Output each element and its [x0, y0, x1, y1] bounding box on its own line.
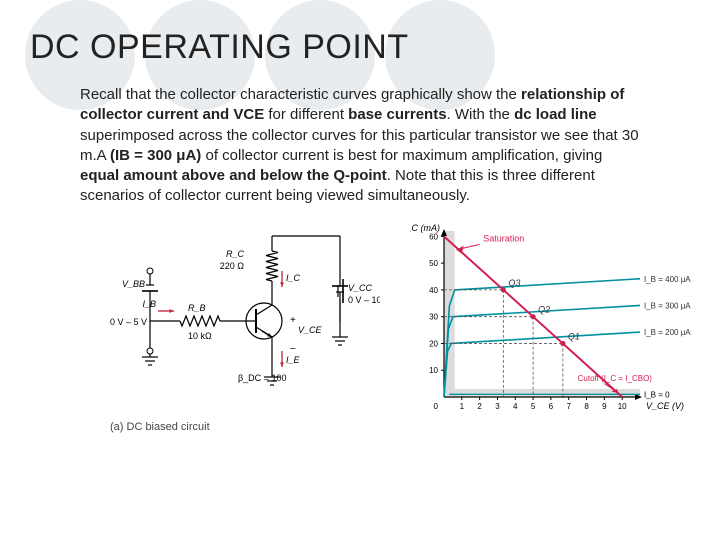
text-bold: base currents	[348, 106, 446, 123]
svg-text:9: 9	[602, 402, 607, 411]
text-seg: Recall that the collector characteristic…	[80, 86, 521, 103]
svg-text:I_B: I_B	[142, 299, 156, 309]
text-bold: dc load line	[514, 106, 597, 123]
svg-text:I_C (mA): I_C (mA)	[410, 223, 440, 233]
svg-text:10: 10	[429, 366, 438, 375]
svg-text:R_B: R_B	[188, 303, 206, 313]
svg-text:2: 2	[477, 402, 482, 411]
svg-text:220 Ω: 220 Ω	[220, 261, 245, 271]
svg-text:β_DC = 100: β_DC = 100	[238, 373, 286, 383]
text-seg: . With the	[447, 106, 515, 123]
svg-text:5: 5	[531, 402, 536, 411]
circuit-caption: (a) DC biased circuit	[110, 421, 210, 433]
text-bold: (IB = 300 μA)	[110, 147, 201, 164]
svg-text:8: 8	[584, 402, 589, 411]
svg-text:20: 20	[429, 339, 438, 348]
svg-text:Q1: Q1	[568, 331, 580, 341]
svg-text:V_CE: V_CE	[298, 325, 323, 335]
svg-text:7: 7	[567, 402, 572, 411]
text-seg: for different	[264, 106, 348, 123]
svg-text:I_E: I_E	[286, 355, 301, 365]
load-line-chart: 1 2 3 4 5 6 7 8 9 10 10 20 30 40 50 60 0 I_C (mA) V_CE (V)…	[410, 221, 710, 421]
svg-text:10: 10	[618, 402, 627, 411]
text-bold: equal amount above and below the Q-point	[80, 167, 387, 184]
svg-text:V_CE (V): V_CE (V)	[646, 401, 684, 411]
svg-text:3: 3	[495, 402, 500, 411]
svg-text:0: 0	[434, 402, 439, 411]
svg-text:Q2: Q2	[538, 304, 550, 314]
svg-text:60: 60	[429, 232, 438, 241]
svg-text:Saturation: Saturation	[483, 233, 524, 243]
svg-text:40: 40	[429, 285, 438, 294]
svg-text:V_BB: V_BB	[122, 279, 145, 289]
svg-text:6: 6	[549, 402, 554, 411]
circuit-diagram: R_C 220 Ω I_C V_CC 0 V – 10 V + –V_CE I_Eβ_DC =…	[110, 221, 380, 431]
slide-title: DC OPERATING POINT	[30, 28, 690, 67]
svg-text:1: 1	[460, 402, 465, 411]
svg-text:I_B = 200 μA: I_B = 200 μA	[644, 328, 691, 337]
svg-text:30: 30	[429, 312, 438, 321]
svg-text:–: –	[290, 343, 296, 354]
svg-text:+: +	[290, 315, 296, 326]
text-seg: of collector current is best for maximum…	[201, 147, 602, 164]
svg-text:10 kΩ: 10 kΩ	[188, 331, 212, 341]
svg-text:4: 4	[513, 402, 518, 411]
svg-text:V_CC: V_CC	[348, 283, 373, 293]
svg-text:I_B = 300 μA: I_B = 300 μA	[644, 301, 691, 310]
svg-text:R_C: R_C	[226, 249, 245, 259]
svg-text:50: 50	[429, 259, 438, 268]
svg-text:I_B = 0: I_B = 0	[644, 390, 670, 399]
body-paragraph: Recall that the collector characteristic…	[80, 85, 640, 207]
svg-text:0 V – 5 V: 0 V – 5 V	[110, 317, 147, 327]
svg-text:0 V – 10 V: 0 V – 10 V	[348, 295, 380, 305]
svg-text:Cutoff (I_C = I_CBO): Cutoff (I_C = I_CBO)	[578, 373, 653, 382]
svg-text:I_B = 400 μA: I_B = 400 μA	[644, 274, 691, 283]
svg-text:I_C: I_C	[286, 273, 301, 283]
svg-text:Q3: Q3	[508, 277, 520, 287]
